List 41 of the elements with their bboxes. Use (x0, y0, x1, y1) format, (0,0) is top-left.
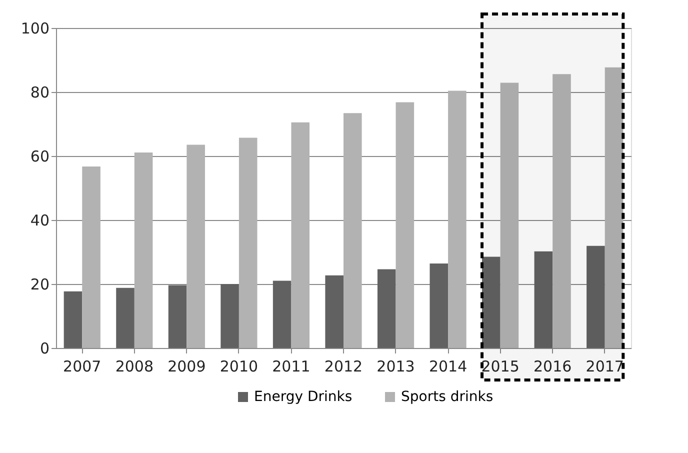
x-tick-label: 2011 (272, 358, 310, 376)
bar (272, 280, 292, 348)
x-tick-label: 2015 (481, 358, 520, 376)
x-tick-label: 2014 (428, 358, 468, 376)
x-tick-label: 2010 (220, 358, 258, 376)
bar (82, 166, 100, 348)
bar (377, 269, 396, 348)
bar (134, 152, 153, 348)
y-tick-label: 100 (20, 20, 50, 38)
bar (482, 256, 500, 348)
y-tick-label: 20 (30, 276, 50, 294)
legend-label: Sports drinks (401, 389, 494, 405)
y-tick-label: 60 (30, 148, 50, 166)
x-tick-label: 2016 (533, 358, 572, 376)
x-tick-label: 2009 (168, 358, 206, 376)
x-tick-label: 2007 (63, 358, 102, 376)
bar (186, 144, 205, 348)
bar (116, 288, 134, 348)
x-tick-label: 2013 (376, 358, 415, 376)
bar (344, 113, 362, 348)
bar (238, 138, 258, 348)
y-tick-label: 0 (40, 340, 50, 358)
bar (552, 74, 571, 348)
bar (220, 284, 239, 348)
y-tick-label: 80 (30, 84, 50, 102)
bar (586, 246, 605, 348)
bar (534, 251, 553, 348)
bar (325, 275, 344, 348)
bar (604, 67, 624, 348)
legend-label: Energy Drinks (254, 389, 352, 405)
x-tick-label: 2017 (586, 358, 624, 376)
bar (64, 291, 82, 348)
bar (500, 82, 519, 348)
x-tick-label: 2008 (115, 358, 154, 376)
bar (396, 102, 414, 348)
bar (291, 122, 310, 348)
bar (168, 285, 187, 348)
bar (448, 90, 466, 348)
x-tick-label: 2012 (324, 358, 363, 376)
bar (430, 264, 448, 348)
y-tick-label: 40 (30, 212, 50, 230)
